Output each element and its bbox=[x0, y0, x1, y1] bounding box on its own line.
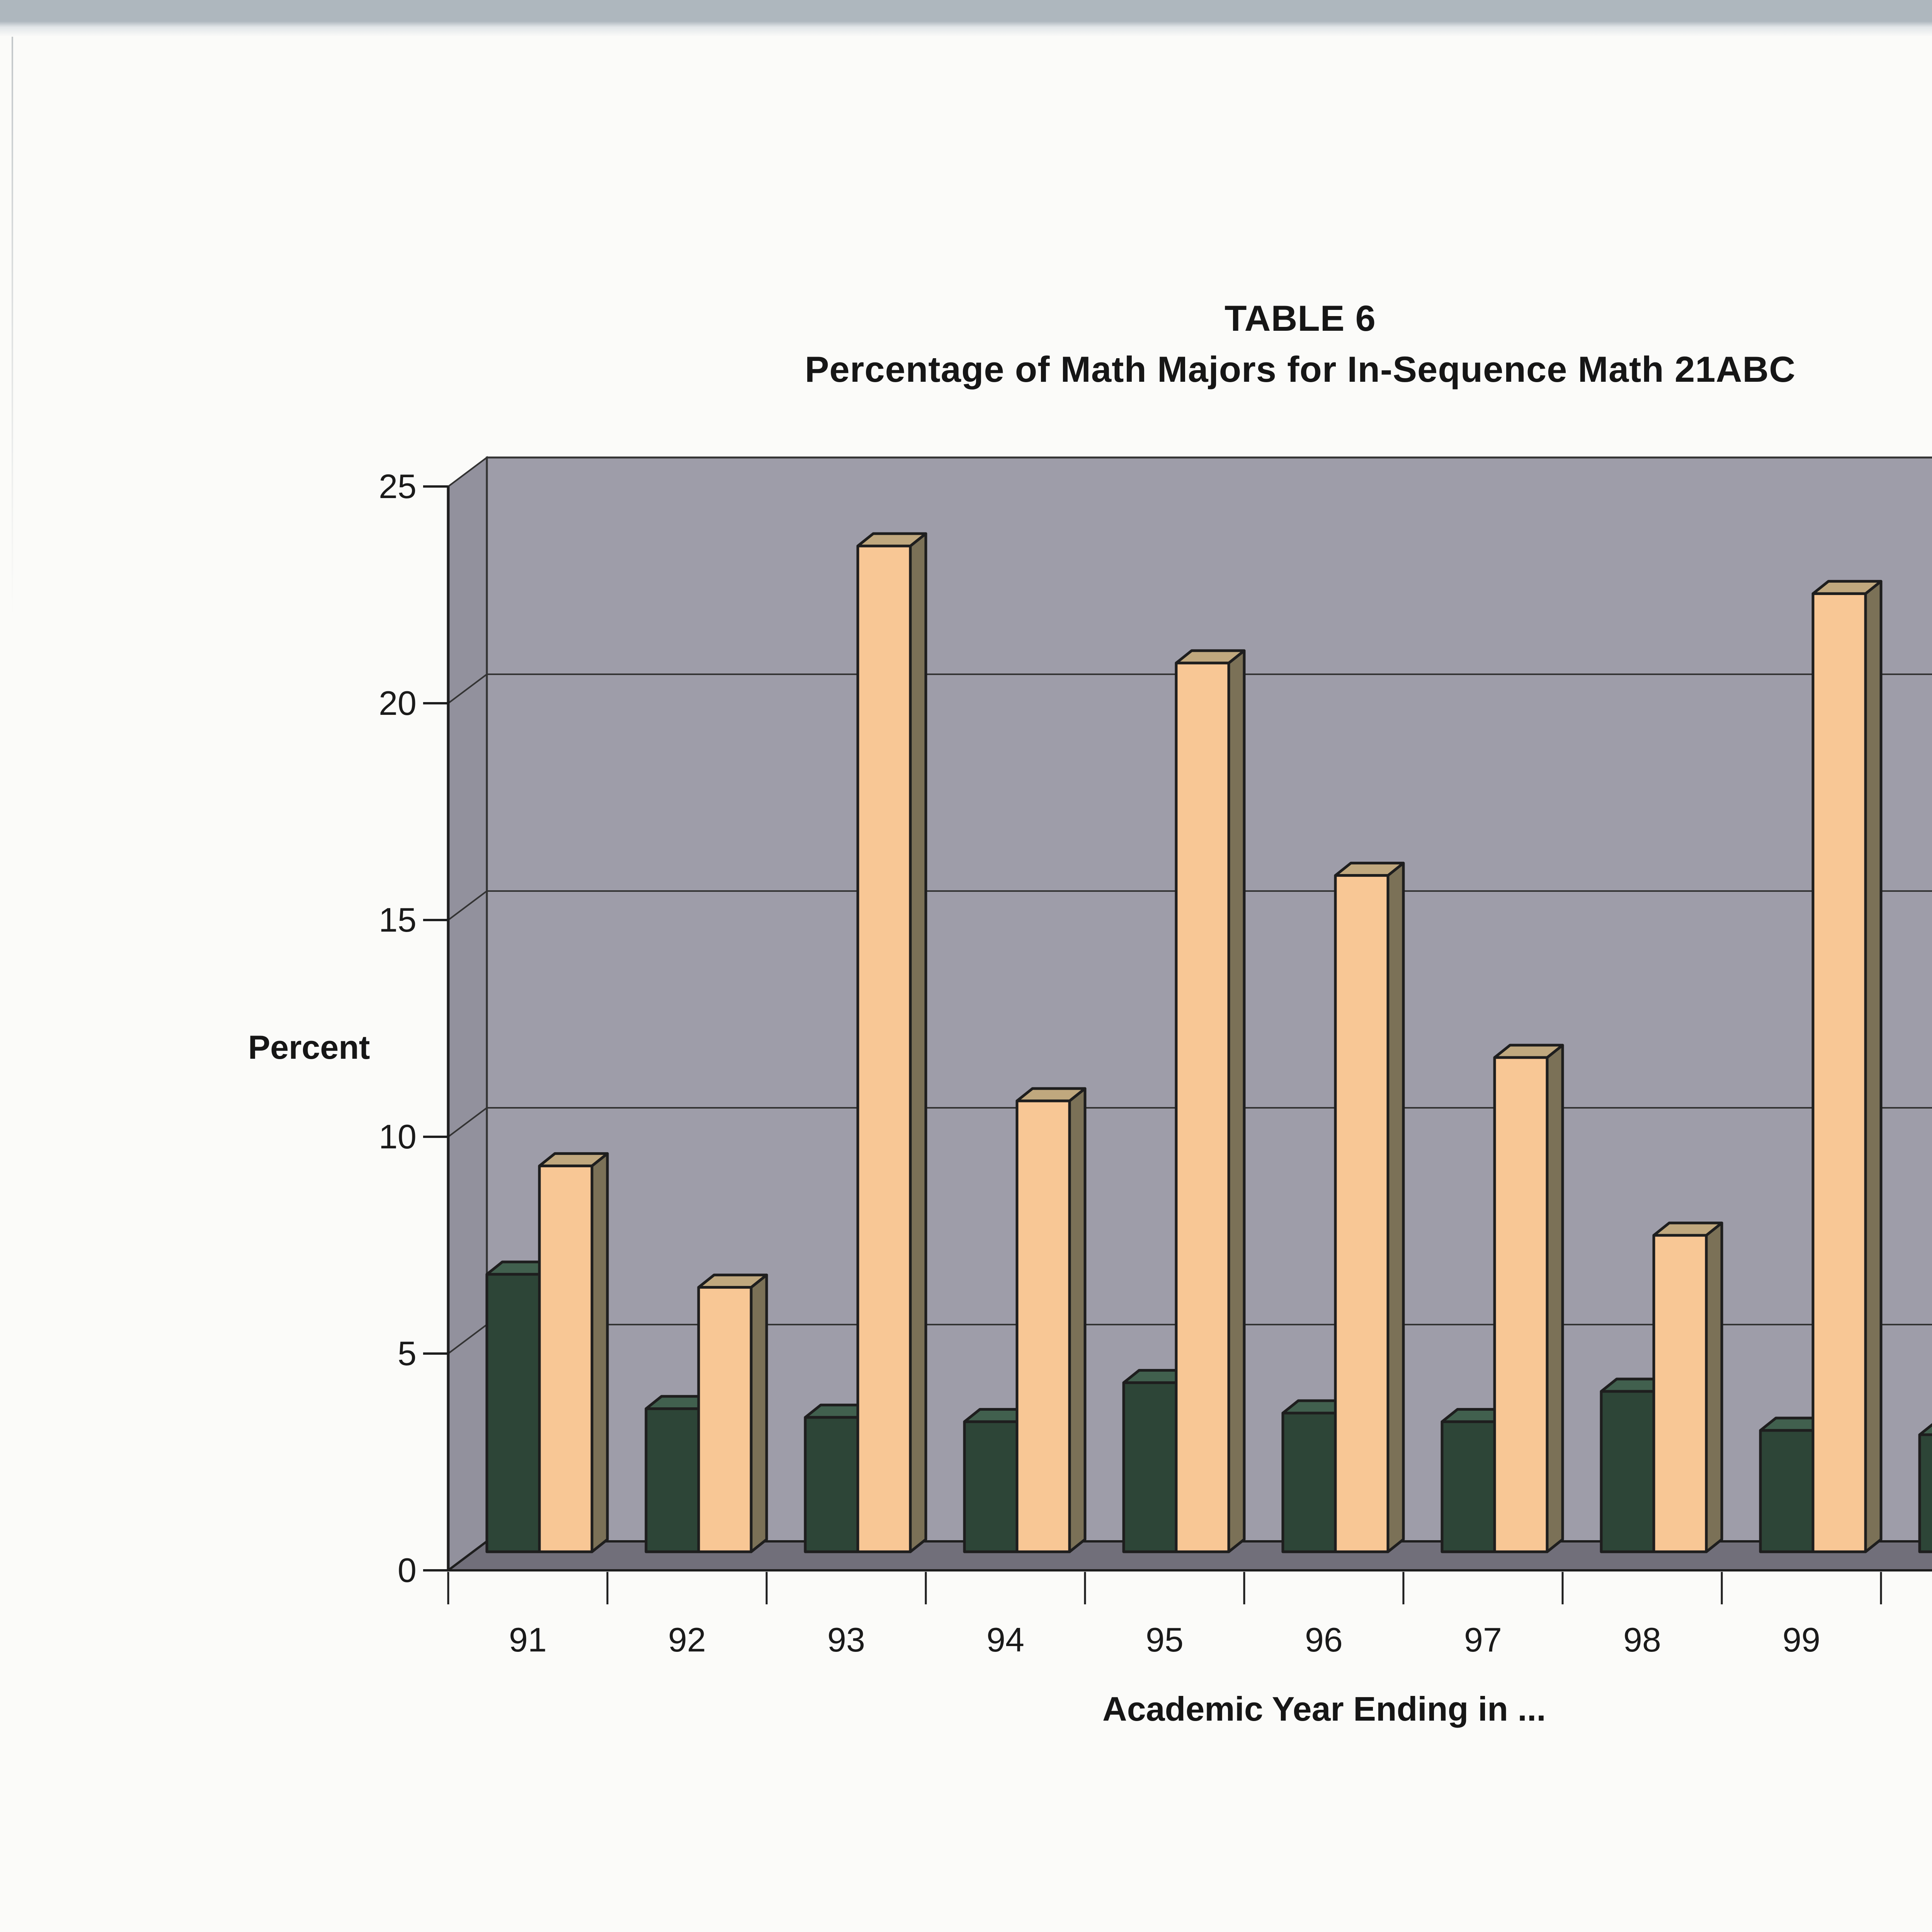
esp-bar-96 bbox=[1334, 874, 1389, 1553]
esp-bar-94-side bbox=[1068, 1087, 1087, 1553]
esp-bar-93 bbox=[856, 544, 912, 1553]
chart-subtitle: Percentage of Math Majors for In-Sequenc… bbox=[804, 349, 1796, 389]
x-tick-label-91: 91 bbox=[509, 1621, 547, 1659]
y-tick-label-20: 20 bbox=[379, 684, 417, 722]
esp-bar-93-side bbox=[909, 532, 927, 1553]
esp-bar-95 bbox=[1175, 662, 1230, 1553]
all-bar-93 bbox=[804, 1416, 859, 1553]
x-tick-label-96: 96 bbox=[1305, 1621, 1343, 1659]
x-tick-label-94: 94 bbox=[986, 1621, 1024, 1659]
esp-bar-99-side bbox=[1864, 580, 1883, 1553]
y-axis-title: Percent bbox=[248, 1029, 370, 1066]
y-tick-label-25: 25 bbox=[379, 467, 417, 505]
all-bar-99 bbox=[1759, 1429, 1815, 1553]
all-bar-95 bbox=[1122, 1381, 1178, 1553]
x-axis-title: Academic Year Ending in ... bbox=[1102, 1690, 1546, 1728]
all-bar-94 bbox=[963, 1420, 1019, 1553]
all-bar-97 bbox=[1440, 1420, 1496, 1553]
y-tick-label-0: 0 bbox=[398, 1551, 417, 1589]
x-tick-label-98: 98 bbox=[1623, 1621, 1661, 1659]
chart-title-block: TABLE 6 Percentage of Math Majors for In… bbox=[0, 293, 1932, 395]
esp-bar-95-side bbox=[1227, 649, 1246, 1553]
y-tick-label-15: 15 bbox=[379, 901, 417, 939]
gridline-connector-25 bbox=[447, 457, 488, 487]
all-bar-98 bbox=[1600, 1390, 1655, 1553]
scan-artifact-top-band bbox=[0, 0, 1932, 37]
esp-bar-91 bbox=[538, 1164, 594, 1553]
x-tick-label-95: 95 bbox=[1146, 1621, 1184, 1659]
y-tick-label-5: 5 bbox=[398, 1334, 417, 1372]
esp-bar-92-side bbox=[750, 1274, 768, 1553]
gridline-connector-10 bbox=[447, 1107, 488, 1138]
esp-bar-98-side bbox=[1705, 1221, 1723, 1553]
esp-bar-96-side bbox=[1386, 862, 1405, 1553]
chart-title: TABLE 6 bbox=[1225, 298, 1376, 338]
all-bar-91 bbox=[485, 1273, 541, 1553]
all-bar-0 bbox=[1918, 1433, 1932, 1553]
y-tick-label-10: 10 bbox=[379, 1117, 417, 1156]
esp-bar-98 bbox=[1652, 1234, 1708, 1553]
gridline-connector-20 bbox=[447, 673, 488, 704]
esp-bar-91-side bbox=[590, 1152, 609, 1553]
all-bar-0-top bbox=[1918, 1423, 1932, 1436]
all-bar-96 bbox=[1281, 1412, 1337, 1553]
all-bar-92 bbox=[645, 1407, 700, 1553]
esp-bar-97 bbox=[1493, 1056, 1549, 1553]
x-tick-label-97: 97 bbox=[1464, 1621, 1502, 1659]
x-tick-label-92: 92 bbox=[668, 1621, 706, 1659]
esp-bar-97-side bbox=[1546, 1044, 1564, 1553]
scan-artifact-left-line bbox=[12, 37, 13, 616]
gridline-connector-15 bbox=[447, 890, 488, 921]
esp-bar-92 bbox=[697, 1286, 753, 1553]
gridline-connector-5 bbox=[447, 1324, 488, 1354]
esp-bar-94 bbox=[1015, 1099, 1071, 1553]
plot-left-wall bbox=[447, 456, 488, 1572]
esp-bar-99 bbox=[1811, 592, 1867, 1553]
x-tick-label-93: 93 bbox=[827, 1621, 865, 1659]
x-tick-label-99: 99 bbox=[1782, 1621, 1820, 1659]
